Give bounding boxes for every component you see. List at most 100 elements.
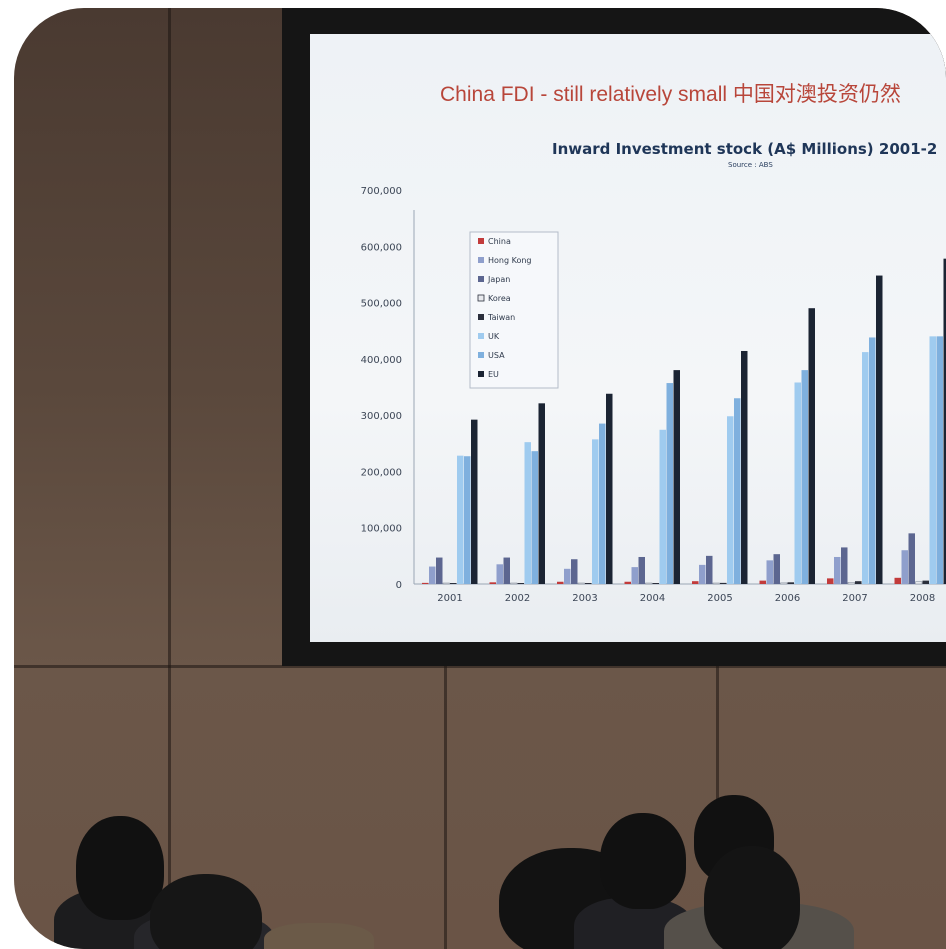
legend-label: Japan xyxy=(487,275,510,284)
x-tick-label: 2005 xyxy=(707,593,732,604)
x-tick-label: 2006 xyxy=(775,593,800,604)
bar xyxy=(538,403,545,584)
bar xyxy=(734,398,741,584)
bar xyxy=(659,429,666,584)
bar xyxy=(847,582,855,585)
y-tick-label: 200,000 xyxy=(361,467,402,478)
x-tick-label: 2004 xyxy=(640,593,665,604)
bar xyxy=(503,557,510,584)
bar xyxy=(901,550,908,584)
bar xyxy=(780,582,788,585)
bar xyxy=(862,352,869,584)
bar xyxy=(855,581,862,584)
bar xyxy=(706,555,713,584)
bar-chart: 700,000 600,000 500,000 400,000 300,000 200,0… xyxy=(361,186,946,604)
legend-label: Hong Kong xyxy=(488,256,532,265)
legend-box xyxy=(469,231,559,389)
bar xyxy=(464,456,471,584)
bar xyxy=(577,582,585,585)
bar xyxy=(673,370,680,584)
x-tick-label: 2001 xyxy=(437,593,462,604)
legend-swatch xyxy=(478,333,484,339)
bar xyxy=(471,419,478,584)
bar xyxy=(450,583,457,584)
y-tick-label: 300,000 xyxy=(361,411,402,422)
y-tick-label: 0 xyxy=(396,580,402,591)
bar xyxy=(489,582,496,584)
audience-head xyxy=(499,848,643,949)
bar xyxy=(894,577,901,584)
bar xyxy=(869,337,876,584)
audience-head xyxy=(600,813,686,909)
bar xyxy=(834,556,841,584)
bar xyxy=(531,451,538,584)
projection-screen: China FDI - still relatively small 中国对澳投… xyxy=(310,34,946,642)
bar xyxy=(936,336,943,584)
bar xyxy=(841,547,848,584)
legend-swatch xyxy=(478,371,484,377)
y-tick-label: 400,000 xyxy=(361,355,402,366)
legend-label: UK xyxy=(488,332,500,341)
bar xyxy=(599,423,606,584)
chart-title: Inward Investment stock (A$ Millions) 20… xyxy=(552,140,938,158)
bar xyxy=(908,533,915,584)
bar xyxy=(652,583,659,584)
audience-member xyxy=(134,913,274,949)
wall-seam xyxy=(444,666,447,949)
legend-label: EU xyxy=(488,370,499,379)
legend-swatch xyxy=(478,257,484,263)
chart-source: Source : ABS xyxy=(728,161,773,169)
audience-member xyxy=(54,888,194,949)
bar xyxy=(929,336,936,584)
bar xyxy=(666,383,673,584)
bar xyxy=(741,350,748,584)
y-tick-label: 600,000 xyxy=(361,242,402,253)
bar xyxy=(876,275,883,584)
legend-label: Korea xyxy=(488,294,511,303)
bar xyxy=(922,580,929,584)
bar xyxy=(915,581,923,585)
legend-label: China xyxy=(488,237,511,246)
wall-seam xyxy=(168,8,171,949)
legend-label: USA xyxy=(488,351,505,360)
bar xyxy=(712,582,720,585)
bar xyxy=(496,564,503,584)
bar xyxy=(429,566,436,584)
bar xyxy=(457,455,464,584)
bar xyxy=(787,582,794,584)
audience-member xyxy=(664,903,854,949)
bar xyxy=(638,556,645,584)
x-tick-label: 2003 xyxy=(572,593,597,604)
bar xyxy=(436,557,443,584)
bar xyxy=(631,567,638,584)
x-tick-label: 2008 xyxy=(910,593,935,604)
audience-member xyxy=(264,923,374,949)
audience-head xyxy=(76,816,164,920)
y-tick-label: 500,000 xyxy=(361,299,402,310)
wall-seam xyxy=(716,666,719,949)
bar xyxy=(524,442,531,584)
audience-head xyxy=(694,795,774,883)
bar xyxy=(517,583,524,584)
legend-swatch xyxy=(477,294,485,302)
wall-seam xyxy=(14,665,946,668)
bar xyxy=(692,581,699,584)
legend-swatch xyxy=(478,314,484,320)
legend-swatch xyxy=(478,238,484,244)
bar xyxy=(585,583,592,584)
bar xyxy=(766,560,773,584)
bar xyxy=(727,416,734,584)
bar xyxy=(571,559,578,584)
y-tick-label: 100,000 xyxy=(361,524,402,535)
bar xyxy=(943,258,946,584)
bar xyxy=(808,308,815,584)
bar xyxy=(624,581,631,584)
bar xyxy=(510,582,518,585)
bar xyxy=(442,582,450,585)
bar xyxy=(606,393,613,584)
legend-label: Taiwan xyxy=(487,313,515,322)
bar xyxy=(773,554,780,584)
bar xyxy=(827,578,834,584)
legend-swatch xyxy=(478,352,484,358)
bar xyxy=(564,568,571,584)
